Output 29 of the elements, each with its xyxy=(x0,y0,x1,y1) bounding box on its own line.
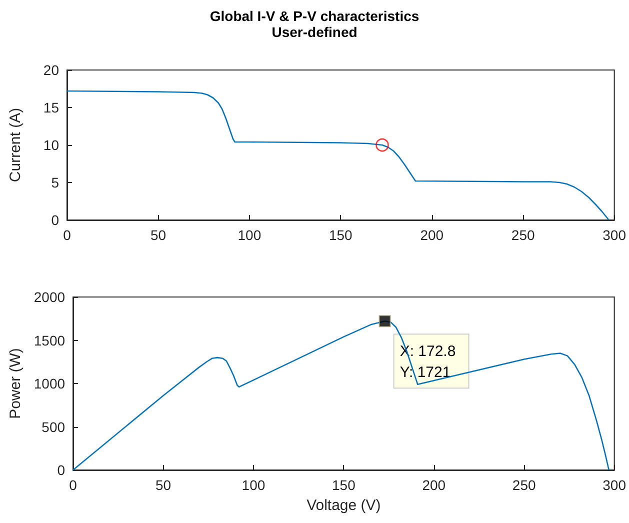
y-tick-label: 0 xyxy=(57,462,66,478)
y-tick-label: 500 xyxy=(42,418,66,435)
x-tick-label: 300 xyxy=(602,477,626,493)
x-tick-label: 50 xyxy=(150,227,166,243)
x-tick-label: 100 xyxy=(238,227,262,243)
chart-title: Global I-V & P-V characteristics xyxy=(210,8,420,24)
y-tick-label: 10 xyxy=(43,137,60,153)
x-tick-label: 200 xyxy=(422,477,446,493)
y-tick-label: 2000 xyxy=(34,289,66,305)
y-tick-label: 0 xyxy=(51,212,60,228)
chart-subtitle: User-defined xyxy=(272,24,358,40)
x-tick-label: 150 xyxy=(328,227,353,243)
x-axis-title: Voltage (V) xyxy=(306,497,381,514)
y-tick-label: 20 xyxy=(43,62,60,78)
x-tick-label: 0 xyxy=(69,477,78,493)
y-axis-title: Current (A) xyxy=(7,108,24,182)
x-tick-label: 250 xyxy=(512,477,536,493)
x-tick-label: 100 xyxy=(242,477,266,493)
y-tick-label: 15 xyxy=(43,100,60,116)
y-axis-title: Power (W) xyxy=(7,348,24,419)
y-tick-label: 1500 xyxy=(34,332,66,348)
y-tick-label: 1000 xyxy=(34,376,66,392)
x-tick-label: 200 xyxy=(420,227,444,243)
y-tick-label: 5 xyxy=(51,174,60,190)
line-series xyxy=(66,90,610,221)
x-tick-label: 250 xyxy=(511,227,535,243)
x-tick-label: 50 xyxy=(155,477,172,493)
x-tick-label: 300 xyxy=(602,227,626,243)
x-tick-label: 150 xyxy=(332,477,356,493)
